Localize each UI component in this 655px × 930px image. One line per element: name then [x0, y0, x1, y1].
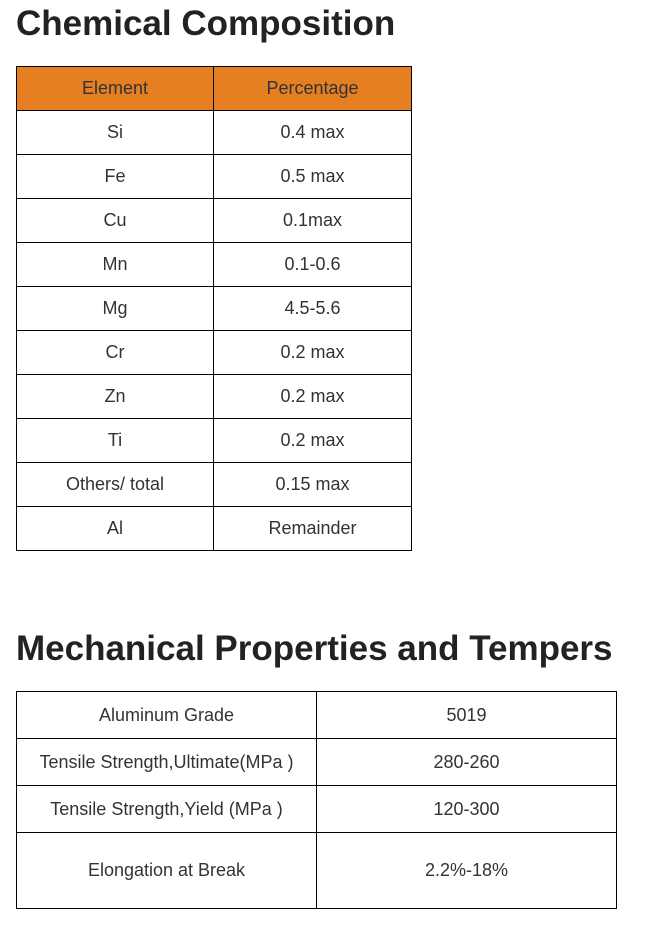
row-value-cell: 2.2%-18% [316, 832, 617, 909]
table-row: Mg 4.5-5.6 [16, 286, 412, 331]
table-row: Tensile Strength,Ultimate(MPa ) 280-260 [16, 738, 617, 786]
table-row: Fe 0.5 max [16, 154, 412, 199]
row-value-cell: 4.5-5.6 [213, 286, 412, 331]
table-row: Cr 0.2 max [16, 330, 412, 375]
row-label-cell: Mg [16, 286, 214, 331]
table-row: Zn 0.2 max [16, 374, 412, 419]
row-value-cell: 0.15 max [213, 462, 412, 507]
row-value-cell: 0.5 max [213, 154, 412, 199]
row-label-cell: Tensile Strength,Yield (MPa ) [16, 785, 317, 833]
chemical-composition-table: Element Percentage Si 0.4 max Fe 0.5 max Cu 0… [16, 66, 412, 551]
row-label-cell: Cr [16, 330, 214, 375]
row-label-cell: Others/ total [16, 462, 214, 507]
row-value-cell: 0.1-0.6 [213, 242, 412, 287]
row-value-cell: 120-300 [316, 785, 617, 833]
row-value-cell: 0.4 max [213, 110, 412, 155]
row-value-cell: 0.1max [213, 198, 412, 243]
row-label-cell: Aluminum Grade [16, 691, 317, 739]
row-value-cell: 0.2 max [213, 418, 412, 463]
table-row: Si 0.4 max [16, 110, 412, 155]
row-label-cell: Tensile Strength,Ultimate(MPa ) [16, 738, 317, 786]
row-label-cell: Mn [16, 242, 214, 287]
row-label-cell: Fe [16, 154, 214, 199]
table-row: Others/ total 0.15 max [16, 462, 412, 507]
row-value-cell: Remainder [213, 506, 412, 551]
row-label-cell: Si [16, 110, 214, 155]
header-percentage: Percentage [213, 66, 412, 111]
table-header-row: Element Percentage [16, 66, 412, 111]
row-value-cell: 0.2 max [213, 330, 412, 375]
table-row: Tensile Strength,Yield (MPa ) 120-300 [16, 785, 617, 833]
row-label-cell: Zn [16, 374, 214, 419]
row-label-cell: Elongation at Break [16, 832, 317, 909]
row-label-cell: Al [16, 506, 214, 551]
header-element: Element [16, 66, 214, 111]
row-label-cell: Cu [16, 198, 214, 243]
table-row: Al Remainder [16, 506, 412, 551]
table-row: Cu 0.1max [16, 198, 412, 243]
chemical-composition-title: Chemical Composition [16, 4, 396, 43]
table-row: Mn 0.1-0.6 [16, 242, 412, 287]
table-row: Aluminum Grade 5019 [16, 691, 617, 739]
mechanical-properties-title: Mechanical Properties and Tempers [16, 629, 613, 668]
row-value-cell: 280-260 [316, 738, 617, 786]
row-value-cell: 5019 [316, 691, 617, 739]
table-row: Ti 0.2 max [16, 418, 412, 463]
row-value-cell: 0.2 max [213, 374, 412, 419]
row-label-cell: Ti [16, 418, 214, 463]
mechanical-properties-table: Aluminum Grade 5019 Tensile Strength,Ultim… [16, 691, 617, 909]
table-row: Elongation at Break 2.2%-18% [16, 832, 617, 909]
